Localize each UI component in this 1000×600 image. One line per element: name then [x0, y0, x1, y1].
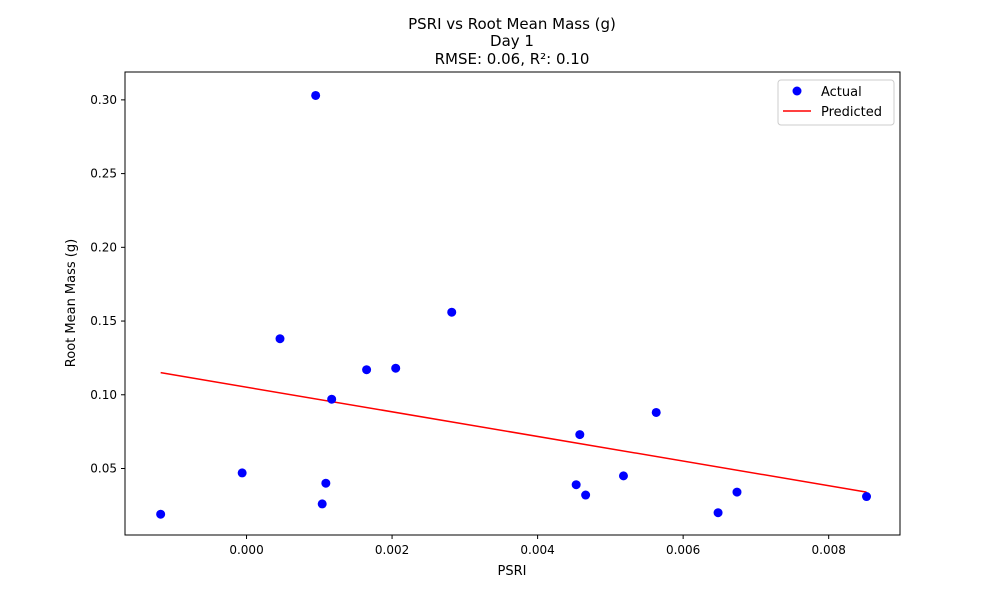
- y-tick-label: 0.10: [90, 388, 117, 402]
- predicted-line: [160, 371, 867, 493]
- legend-predicted-label: Predicted: [821, 105, 882, 120]
- chart-subtitle: Day 1: [490, 32, 534, 50]
- actual-point: [391, 363, 401, 373]
- actual-point: [651, 407, 661, 417]
- x-tick-label: 0.008: [812, 543, 846, 557]
- actual-point: [581, 490, 591, 500]
- plot-marks: [156, 90, 872, 519]
- actual-point: [732, 487, 742, 497]
- actual-point: [237, 468, 247, 478]
- actual-point: [447, 307, 457, 317]
- y-tick-label: 0.20: [90, 240, 117, 254]
- y-tick-label: 0.15: [90, 314, 117, 328]
- x-tick-label: 0.004: [520, 543, 554, 557]
- y-tick-label: 0.30: [90, 93, 117, 107]
- legend: Actual Predicted: [777, 79, 895, 126]
- plot-area-frame: [124, 71, 901, 536]
- y-axis-label: Root Mean Mass (g): [64, 239, 79, 367]
- actual-point: [327, 394, 337, 404]
- y-tick-label: 0.25: [90, 167, 117, 181]
- actual-point: [321, 478, 331, 488]
- actual-point: [362, 365, 372, 375]
- actual-point: [862, 492, 872, 502]
- actual-point: [571, 480, 581, 490]
- y-tick-label: 0.05: [90, 461, 117, 475]
- legend-actual-marker: [792, 86, 802, 96]
- actual-point: [713, 508, 723, 518]
- axis-ticks: 0.000 0.002 0.004 0.006 0.008 0.05 0.10 0.15 0.2…: [90, 93, 846, 557]
- legend-box: [777, 79, 895, 126]
- actual-point: [156, 509, 166, 519]
- actual-point: [618, 471, 628, 481]
- actual-point: [317, 499, 327, 509]
- x-tick-label: 0.002: [375, 543, 409, 557]
- chart-metrics: RMSE: 0.06, R²: 0.10: [435, 50, 590, 68]
- x-tick-label: 0.000: [229, 543, 263, 557]
- actual-point: [575, 430, 585, 440]
- x-axis-label: PSRI: [498, 564, 527, 579]
- legend-actual-label: Actual: [821, 85, 862, 100]
- chart-title: PSRI vs Root Mean Mass (g): [408, 15, 616, 33]
- actual-point: [275, 334, 285, 344]
- actual-point: [311, 90, 321, 100]
- x-tick-label: 0.006: [666, 543, 700, 557]
